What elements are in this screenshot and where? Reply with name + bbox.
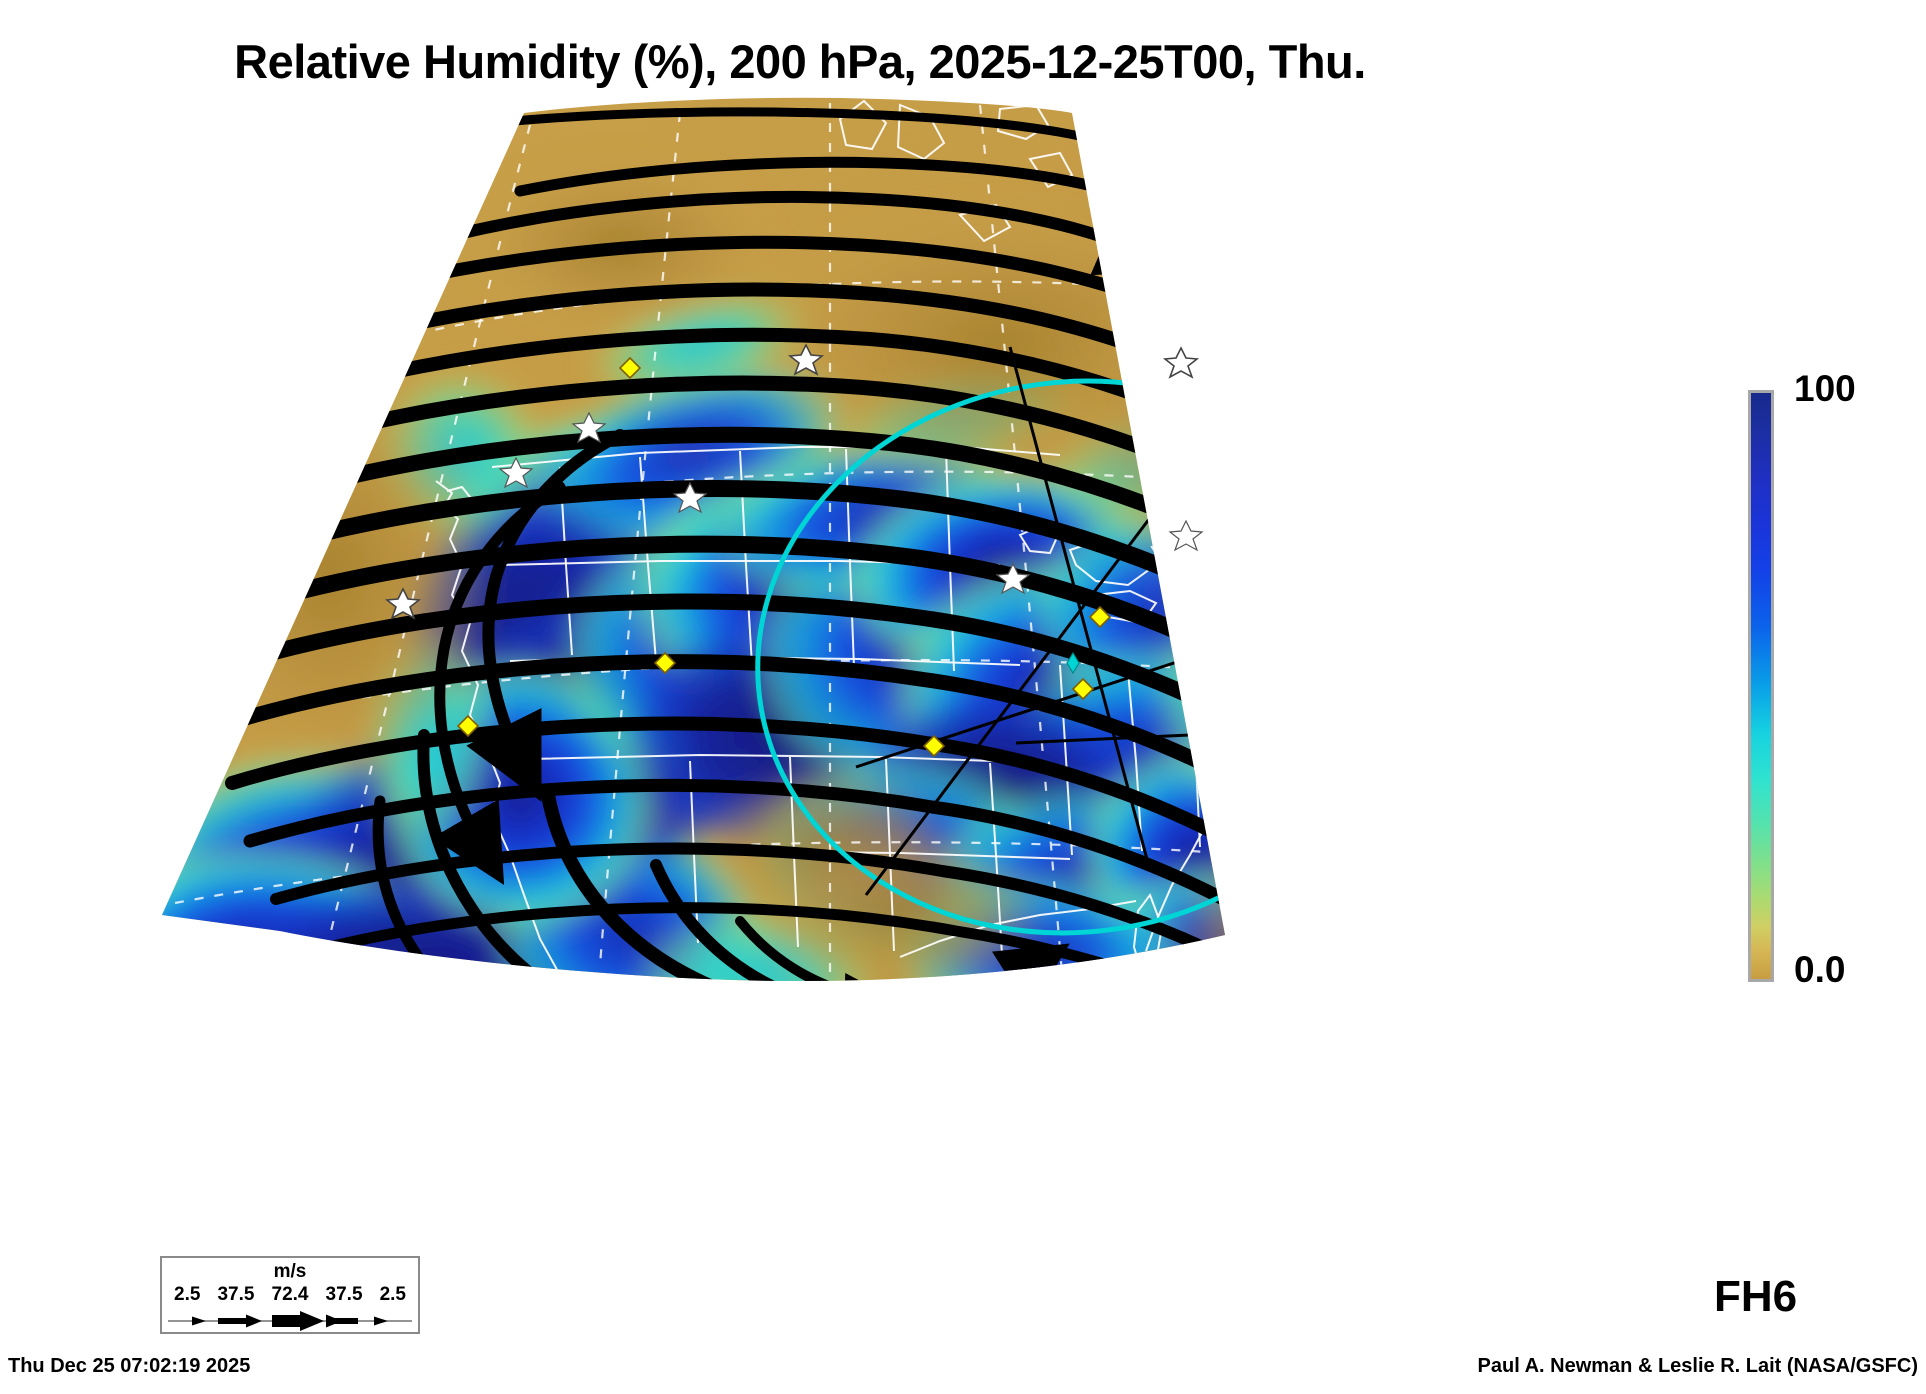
footer-timestamp: Thu Dec 25 07:02:19 2025 [8, 1355, 251, 1377]
colorbar-gradient [1748, 390, 1774, 982]
forecast-hour-label: FH6 [1714, 1272, 1798, 1321]
wind-arrow-scale-icon [168, 1311, 412, 1331]
wind-value-3: 72.4 [271, 1284, 309, 1305]
page-title: Relative Humidity (%), 200 hPa, 2025-12-… [234, 35, 1366, 88]
wind-value-2: 37.5 [217, 1284, 255, 1305]
colorbar-max-label: 100 [1794, 368, 1856, 409]
station-diamond-marker[interactable] [456, 356, 1112, 758]
map-field [162, 97, 1225, 981]
map-panel[interactable] [0, 95, 1640, 1025]
humidity-map[interactable] [0, 95, 1640, 1025]
city-star-marker[interactable] [498, 411, 1204, 595]
wind-value-4: 37.5 [325, 1284, 363, 1305]
footer-credit: Paul A. Newman & Leslie R. Lait (NASA/GS… [1477, 1355, 1918, 1377]
wind-value-1: 2.5 [174, 1284, 201, 1305]
range-ring [755, 378, 1225, 936]
center-target-marker[interactable] [1066, 651, 1080, 675]
city-star-outline-marker[interactable] [384, 343, 1200, 620]
wind-legend-values: 2.5 37.5 72.4 37.5 2.5 [162, 1284, 418, 1306]
wind-speed-legend: m/s 2.5 37.5 72.4 37.5 2.5 [160, 1256, 420, 1334]
wind-legend-arrows [162, 1308, 418, 1339]
wind-value-5: 2.5 [379, 1284, 406, 1305]
map-markers[interactable] [384, 343, 1204, 758]
colorbar-min-label: 0.0 [1794, 949, 1846, 990]
colorbar-group: 100 0.0 [1742, 368, 1922, 992]
wind-legend-units: m/s [273, 1261, 307, 1282]
